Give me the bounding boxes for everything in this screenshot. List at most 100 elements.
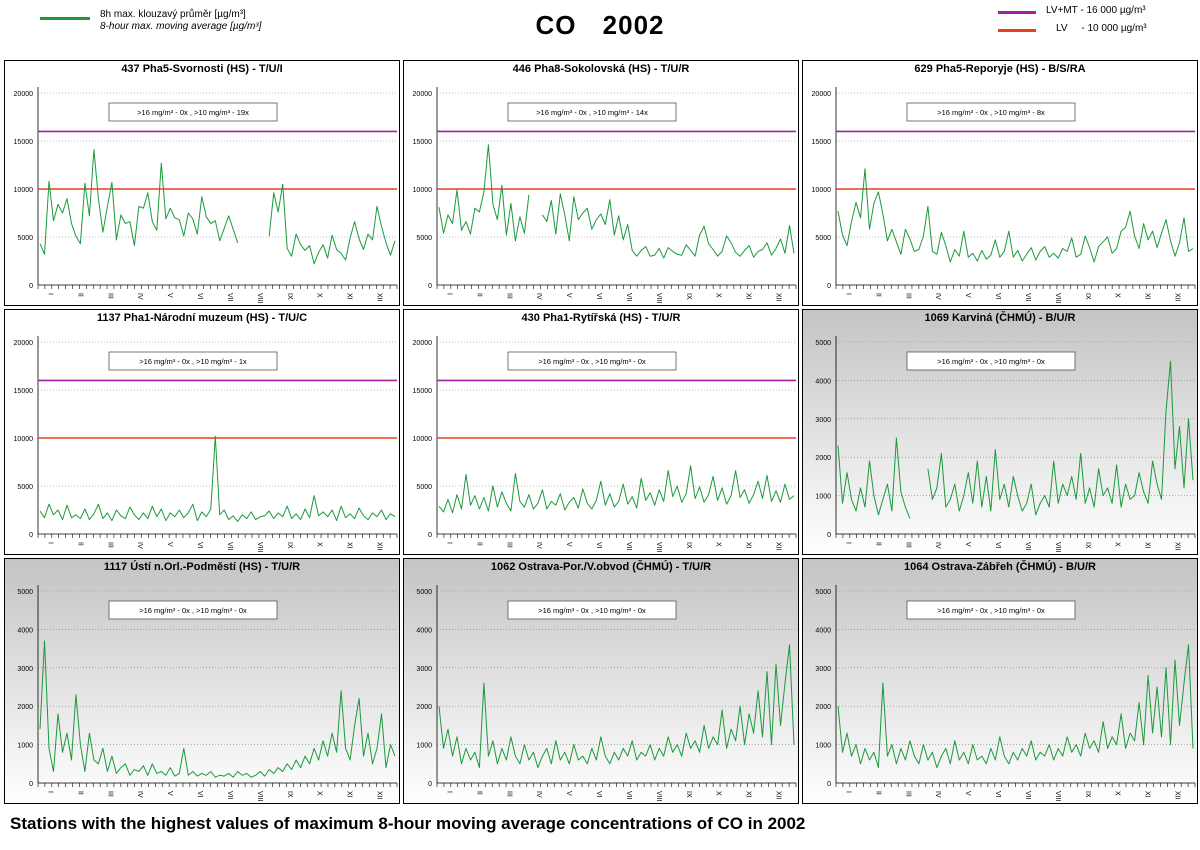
month-label: IV bbox=[535, 542, 542, 549]
y-tick-label: 0 bbox=[29, 781, 33, 788]
chart-title: 1137 Pha1-Národní muzeum (HS) - T/U/C bbox=[97, 312, 307, 324]
y-tick-label: 20000 bbox=[413, 91, 433, 98]
month-label: IV bbox=[136, 791, 143, 798]
legend-series-label-cz: 8h max. klouzavý průměr [µg/m³] bbox=[100, 9, 246, 20]
month-label: IV bbox=[934, 542, 941, 549]
month-label: IX bbox=[1084, 791, 1091, 798]
month-label: XI bbox=[1144, 791, 1151, 798]
month-label: VIII bbox=[655, 542, 662, 553]
y-tick-label: 0 bbox=[827, 781, 831, 788]
chart-grid: 437 Pha5-Svornosti (HS) - T/U/I 0 5000 1000… bbox=[4, 60, 1198, 804]
chart-panel: 1062 Ostrava-Por./V.obvod (ČHMÚ) - T/U/R… bbox=[403, 558, 799, 804]
exceedance-box bbox=[108, 351, 278, 371]
y-tick-label: 5000 bbox=[815, 235, 831, 242]
y-tick-label: 0 bbox=[29, 283, 33, 290]
y-tick-label: 0 bbox=[428, 532, 432, 539]
exceedance-box bbox=[507, 351, 677, 371]
y-tick-label: 2000 bbox=[815, 704, 831, 711]
month-label: IX bbox=[685, 542, 692, 549]
month-label: XII bbox=[1174, 293, 1181, 302]
month-label: VI bbox=[994, 542, 1001, 549]
month-label: XI bbox=[745, 791, 752, 798]
month-label: XI bbox=[745, 293, 752, 300]
header: 8h max. klouzavý průměr [µg/m³] 8-hour m… bbox=[0, 0, 1200, 58]
series-line bbox=[837, 644, 1194, 769]
y-tick-label: 15000 bbox=[413, 388, 433, 395]
y-tick-label: 0 bbox=[827, 283, 831, 290]
y-tick-label: 20000 bbox=[14, 91, 34, 98]
exceedance-box bbox=[507, 102, 677, 122]
y-tick-label: 3000 bbox=[17, 666, 33, 673]
month-label: III bbox=[904, 791, 911, 797]
series-line bbox=[438, 144, 795, 259]
exceedance-box bbox=[507, 600, 677, 620]
chart-title: 1064 Ostrava-Zábřeh (ČHMÚ) - B/U/R bbox=[904, 560, 1096, 573]
chart-panel: 1069 Karviná (ČHMÚ) - B/U/R 0 1000 2000 3000… bbox=[802, 309, 1198, 555]
y-tick-label: 15000 bbox=[413, 139, 433, 146]
exceedance-text: >16 mg/m³ - 0x , >10 mg/m³ - 1x bbox=[139, 357, 247, 366]
y-tick-label: 15000 bbox=[812, 139, 832, 146]
month-label: XII bbox=[775, 542, 782, 551]
month-label: I bbox=[46, 293, 53, 295]
legend-series-label-en: 8-hour max. moving average [µg/m³] bbox=[100, 21, 262, 32]
exceedance-text: >16 mg/m³ - 0x , >10 mg/m³ - 14x bbox=[536, 108, 648, 117]
y-tick-label: 1000 bbox=[815, 743, 831, 750]
month-label: VI bbox=[196, 542, 203, 549]
month-label: III bbox=[904, 542, 911, 548]
y-tick-label: 10000 bbox=[14, 436, 34, 443]
month-label: VIII bbox=[256, 293, 263, 304]
exceedance-text: >16 mg/m³ - 0x , >10 mg/m³ - 0x bbox=[937, 606, 1045, 615]
month-label: X bbox=[715, 791, 722, 796]
month-label: X bbox=[715, 542, 722, 547]
month-label: IX bbox=[286, 293, 293, 300]
chart-title: 1062 Ostrava-Por./V.obvod (ČHMÚ) - T/U/R bbox=[491, 560, 711, 573]
exceedance-text: >16 mg/m³ - 0x , >10 mg/m³ - 0x bbox=[538, 606, 646, 615]
month-label: X bbox=[316, 293, 323, 298]
month-label: XII bbox=[775, 791, 782, 800]
y-tick-label: 15000 bbox=[14, 388, 34, 395]
month-label: V bbox=[166, 293, 173, 298]
chart-svg: 446 Pha8-Sokolovská (HS) - T/U/R 0 5000 100… bbox=[413, 63, 797, 304]
chart-title: 446 Pha8-Sokolovská (HS) - T/U/R bbox=[513, 63, 690, 75]
month-label: IX bbox=[1084, 542, 1091, 549]
month-label: VI bbox=[196, 293, 203, 300]
exceedance-box bbox=[906, 102, 1076, 122]
y-tick-label: 0 bbox=[428, 781, 432, 788]
chart-title: 1069 Karviná (ČHMÚ) - B/U/R bbox=[925, 311, 1076, 324]
month-label: VIII bbox=[1054, 791, 1061, 802]
y-tick-label: 20000 bbox=[14, 340, 34, 347]
month-label: IX bbox=[685, 293, 692, 300]
month-label: II bbox=[874, 293, 881, 297]
chart-title: 629 Pha5-Reporyje (HS) - B/S/RA bbox=[914, 63, 1085, 75]
series-line bbox=[438, 644, 795, 769]
month-label: VII bbox=[226, 791, 233, 800]
month-label: IV bbox=[934, 791, 941, 798]
month-label: IV bbox=[136, 542, 143, 549]
legend-lvmt-label: LV+MT - 16 000 µg/m³ bbox=[1046, 5, 1146, 16]
y-tick-label: 5000 bbox=[815, 589, 831, 596]
page-title: CO 2002 bbox=[535, 10, 665, 40]
y-tick-label: 10000 bbox=[812, 187, 832, 194]
month-label: VII bbox=[1024, 542, 1031, 551]
month-label: I bbox=[46, 791, 53, 793]
exceedance-text: >16 mg/m³ - 0x , >10 mg/m³ - 0x bbox=[538, 357, 646, 366]
month-label: I bbox=[844, 791, 851, 793]
month-label: VI bbox=[994, 791, 1001, 798]
month-label: IV bbox=[934, 293, 941, 300]
month-label: V bbox=[565, 293, 572, 298]
month-label: XI bbox=[1144, 293, 1151, 300]
month-label: III bbox=[106, 791, 113, 797]
month-label: VIII bbox=[655, 293, 662, 304]
y-tick-label: 1000 bbox=[17, 743, 33, 750]
month-label: XI bbox=[1144, 542, 1151, 549]
month-label: XII bbox=[376, 791, 383, 800]
chart-svg: 1117 Ústí n.Orl.-Podměstí (HS) - T/U/R 0 1… bbox=[17, 560, 398, 802]
chart-panel: 1117 Ústí n.Orl.-Podměstí (HS) - T/U/R 0 1… bbox=[4, 558, 400, 804]
exceedance-box bbox=[906, 600, 1076, 620]
series-line bbox=[837, 168, 1194, 263]
month-label: V bbox=[565, 791, 572, 796]
month-label: VIII bbox=[1054, 542, 1061, 553]
month-label: V bbox=[166, 542, 173, 547]
month-label: XI bbox=[346, 542, 353, 549]
chart-svg: 1064 Ostrava-Zábřeh (ČHMÚ) - B/U/R 0 1000 2… bbox=[815, 560, 1196, 802]
